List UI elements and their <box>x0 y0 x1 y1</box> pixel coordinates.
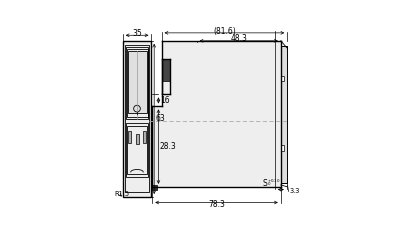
Text: (81.6): (81.6) <box>213 26 236 36</box>
Text: R1.5: R1.5 <box>114 191 130 197</box>
Text: 78.3: 78.3 <box>208 200 225 209</box>
Bar <box>143 131 146 143</box>
Bar <box>162 59 170 81</box>
Text: 48.3: 48.3 <box>230 35 247 43</box>
Bar <box>123 41 152 197</box>
Text: 3.3: 3.3 <box>289 188 300 194</box>
Bar <box>128 131 132 143</box>
Text: 28.3: 28.3 <box>160 142 176 151</box>
Polygon shape <box>152 41 281 187</box>
Text: S: S <box>262 179 267 188</box>
Bar <box>126 123 148 177</box>
Text: 63: 63 <box>156 114 165 123</box>
Text: $^{+0.10}_{0}$: $^{+0.10}_{0}$ <box>267 177 281 188</box>
Bar <box>126 47 148 119</box>
Bar <box>125 45 149 192</box>
Bar <box>281 46 287 183</box>
Text: 16: 16 <box>160 96 169 105</box>
Bar <box>281 76 284 81</box>
Bar <box>128 51 147 113</box>
Text: 35: 35 <box>132 29 142 38</box>
Bar <box>152 185 157 190</box>
Bar <box>281 145 284 151</box>
Bar <box>127 49 148 117</box>
Bar <box>127 126 147 174</box>
Bar <box>281 46 287 183</box>
Bar <box>136 134 139 144</box>
